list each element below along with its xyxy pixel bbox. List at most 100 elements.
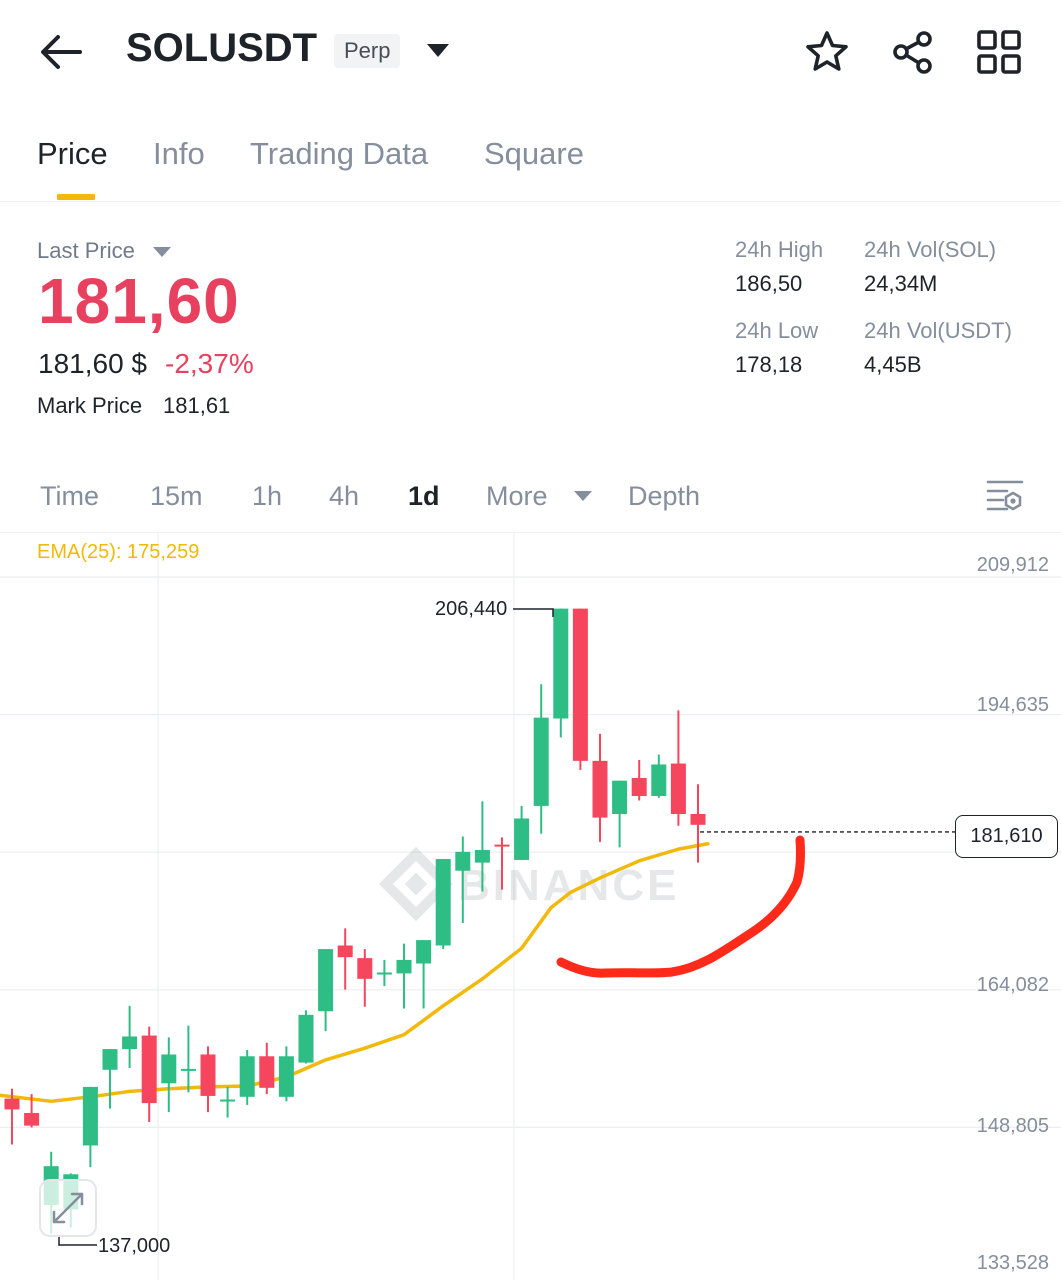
candle	[318, 949, 334, 1032]
y-axis-tick: 164,082	[976, 974, 1049, 996]
candle	[514, 805, 530, 860]
candle-body	[514, 818, 530, 860]
y-axis-tick: 133,528	[976, 1252, 1049, 1274]
share-icon[interactable]	[889, 29, 937, 75]
candlestick-chart[interactable]: BINANCE	[0, 532, 1061, 1280]
y-axis-tick: 148,805	[976, 1115, 1049, 1137]
candle	[357, 949, 373, 1007]
current-price-tag[interactable]: 181,610	[955, 815, 1058, 858]
price-change-percent: -2,37%	[165, 348, 254, 379]
low-marker-line	[58, 1235, 97, 1246]
candle-body	[141, 1035, 157, 1104]
chart-grid	[0, 532, 1061, 1280]
stat-24h-vol-sol-label: 24h Vol(SOL)	[864, 237, 997, 262]
candle-body	[102, 1049, 118, 1070]
last-price-value: 181,60	[38, 265, 240, 337]
candle	[200, 1046, 216, 1113]
back-arrow-icon[interactable]	[38, 32, 84, 72]
interval-time[interactable]: Time	[40, 481, 99, 511]
candle-body	[122, 1036, 138, 1050]
candle	[690, 784, 706, 863]
candle-body	[259, 1056, 275, 1088]
candle-body	[455, 851, 471, 871]
ema-indicator-label[interactable]: EMA(25): 175,259	[37, 541, 200, 563]
candle-body	[572, 608, 588, 761]
tab-trading-data[interactable]: Trading Data	[250, 136, 429, 171]
grid-menu-icon[interactable]	[975, 29, 1023, 75]
candle-body	[180, 1068, 196, 1071]
candle-body	[670, 763, 686, 814]
stat-24h-vol-usdt-label: 24h Vol(USDT)	[864, 318, 1012, 343]
candle	[474, 801, 490, 892]
candle-body	[4, 1098, 20, 1110]
candle	[4, 1088, 20, 1145]
candle	[278, 1046, 294, 1102]
candle	[416, 940, 432, 1009]
interval-4h[interactable]: 4h	[329, 481, 360, 511]
tabs-divider	[0, 201, 1061, 202]
interval-depth[interactable]: Depth	[628, 481, 701, 511]
svg-text:BINANCE: BINANCE	[458, 861, 679, 910]
candle	[161, 1037, 177, 1113]
binance-watermark: BINANCE	[378, 846, 679, 922]
ema-line	[0, 841, 710, 1104]
candle-body	[278, 1056, 294, 1097]
dropdown-caret-icon[interactable]	[426, 42, 450, 60]
zoom-button	[39, 1179, 97, 1237]
candle	[455, 836, 471, 923]
candle-body	[24, 1113, 40, 1126]
low-price-marker: 137,000	[98, 1235, 171, 1257]
candle	[337, 928, 353, 990]
candle-body	[376, 972, 392, 975]
candle-body	[553, 608, 569, 719]
candle-body	[82, 1086, 98, 1146]
candle	[631, 759, 647, 801]
candle	[82, 1086, 98, 1168]
candle-body	[416, 940, 432, 964]
candle-body	[592, 760, 608, 818]
ema-line-layer	[0, 841, 710, 1104]
candle-body	[533, 717, 549, 806]
mark-price-value: 181,61	[163, 393, 231, 418]
candle-body	[161, 1054, 177, 1084]
perp-badge: Perp	[334, 34, 401, 68]
interval-1h[interactable]: 1h	[252, 481, 283, 511]
stat-24h-vol-usdt-value: 4,45B	[864, 352, 922, 377]
more-caret-icon[interactable]	[573, 489, 593, 503]
high-marker-line	[513, 608, 554, 617]
tab-square[interactable]: Square	[484, 136, 584, 171]
tab-price[interactable]: Price	[37, 136, 108, 171]
stat-24h-low-value: 178,18	[735, 352, 803, 377]
candle	[102, 1049, 118, 1109]
candle	[122, 1005, 138, 1068]
candle-body	[220, 1099, 236, 1102]
last-price-caret-icon[interactable]	[152, 245, 172, 259]
interval-1d[interactable]: 1d	[408, 481, 440, 511]
tab-info[interactable]: Info	[153, 136, 205, 171]
candle	[435, 859, 451, 950]
candle-body	[631, 777, 647, 796]
last-price-label[interactable]: Last Price	[37, 238, 135, 263]
interval-15m[interactable]: 15m	[150, 481, 203, 511]
chart-settings-icon[interactable]	[985, 478, 1025, 514]
candle-body	[474, 850, 490, 863]
candle-body	[318, 949, 334, 1012]
stat-24h-high-value: 186,50	[735, 271, 803, 296]
candles-layer	[4, 608, 706, 1234]
interval-divider	[0, 532, 1061, 533]
star-icon[interactable]	[803, 29, 851, 75]
candle	[180, 1025, 196, 1093]
candle-body	[298, 1014, 314, 1063]
hand-drawn-annotation	[556, 835, 806, 978]
candle-body	[690, 813, 706, 825]
candle	[141, 1026, 157, 1123]
symbol-title[interactable]: SOLUSDT	[126, 26, 318, 70]
candle	[553, 608, 569, 738]
candle	[592, 733, 608, 842]
top-bar: SOLUSDT Perp	[0, 0, 1061, 100]
candle-body	[239, 1056, 255, 1097]
candle	[533, 684, 549, 834]
candle-body	[396, 959, 412, 974]
candle	[259, 1042, 275, 1095]
interval-more[interactable]: More	[486, 481, 548, 511]
